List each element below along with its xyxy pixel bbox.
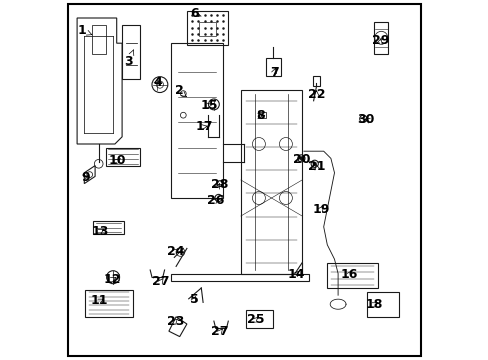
Text: 9: 9 (81, 171, 89, 184)
Text: 25: 25 (246, 313, 264, 326)
Text: 6: 6 (189, 7, 201, 20)
Text: 7: 7 (269, 66, 278, 79)
Text: 27: 27 (211, 325, 228, 338)
Text: 21: 21 (307, 160, 325, 173)
Text: 12: 12 (103, 273, 121, 286)
Text: 19: 19 (311, 203, 329, 216)
Text: 27: 27 (152, 275, 169, 288)
Text: 8: 8 (256, 109, 264, 122)
Text: 26: 26 (206, 194, 224, 207)
Bar (312, 76, 320, 86)
Circle shape (312, 162, 316, 166)
Bar (258, 112, 265, 118)
Text: 14: 14 (286, 268, 304, 281)
Text: 20: 20 (292, 153, 309, 166)
Text: 22: 22 (307, 88, 325, 101)
Text: 15: 15 (200, 99, 218, 112)
Text: 1: 1 (77, 24, 92, 37)
Text: 29: 29 (371, 34, 388, 47)
Text: 17: 17 (195, 120, 212, 133)
Text: 2: 2 (174, 84, 186, 97)
Text: 4: 4 (153, 76, 162, 89)
Text: 10: 10 (109, 154, 126, 167)
Text: 24: 24 (166, 245, 184, 258)
Text: 23: 23 (166, 315, 183, 328)
Text: 16: 16 (340, 268, 358, 281)
Circle shape (299, 157, 303, 160)
Text: 13: 13 (92, 225, 109, 238)
Text: 11: 11 (91, 294, 108, 307)
Text: 30: 30 (357, 113, 374, 126)
Text: 5: 5 (189, 293, 198, 306)
Text: 18: 18 (365, 298, 382, 311)
Text: 3: 3 (124, 50, 134, 68)
Text: 28: 28 (210, 178, 227, 191)
